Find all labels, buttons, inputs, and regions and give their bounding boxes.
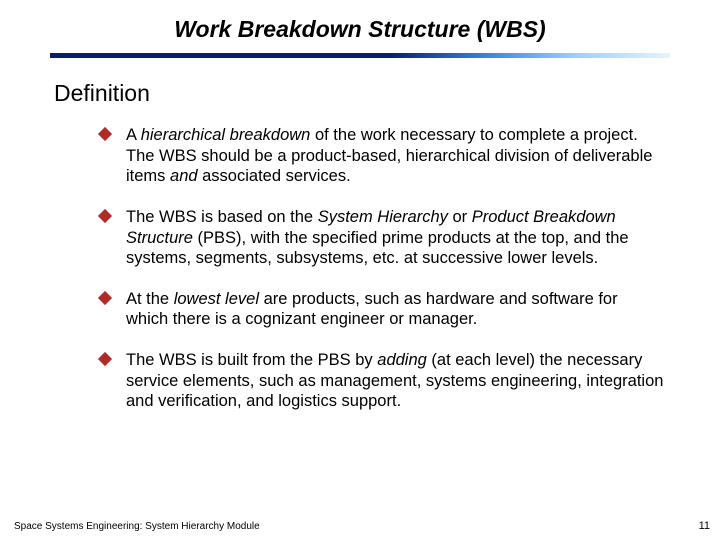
text-em: System Hierarchy (318, 208, 448, 226)
page-number: 11 (699, 520, 710, 532)
diamond-icon (98, 209, 112, 223)
text-em: lowest level (174, 290, 259, 308)
diamond-icon (98, 352, 112, 366)
text-run: associated services. (198, 167, 351, 185)
bullet-text: A hierarchical breakdown of the work nec… (126, 126, 652, 185)
footer-left: Space Systems Engineering: System Hierar… (14, 521, 260, 532)
slide: Work Breakdown Structure (WBS) Definitio… (0, 0, 720, 540)
text-run: The WBS is built from the PBS by (126, 351, 377, 369)
text-run: The WBS is based on the (126, 208, 318, 226)
text-run: A (126, 126, 141, 144)
bullet-item: The WBS is built from the PBS by adding … (100, 350, 664, 412)
title-area: Work Breakdown Structure (WBS) (0, 0, 720, 43)
diamond-icon (98, 127, 112, 141)
text-em: and (170, 167, 198, 185)
text-run: (PBS), with the specified prime products… (126, 229, 629, 268)
bullet-list: A hierarchical breakdown of the work nec… (100, 125, 664, 412)
bullet-item: A hierarchical breakdown of the work nec… (100, 125, 664, 187)
section-heading: Definition (54, 80, 720, 107)
bullet-item: The WBS is based on the System Hierarchy… (100, 207, 664, 269)
diamond-icon (98, 291, 112, 305)
title-rule (50, 53, 670, 58)
bullet-text: At the lowest level are products, such a… (126, 290, 618, 329)
text-run: or (448, 208, 472, 226)
slide-title: Work Breakdown Structure (WBS) (0, 16, 720, 43)
text-em: adding (377, 351, 427, 369)
text-em: hierarchical breakdown (141, 126, 311, 144)
bullet-text: The WBS is built from the PBS by adding … (126, 351, 663, 410)
bullet-text: The WBS is based on the System Hierarchy… (126, 208, 629, 267)
text-run: At the (126, 290, 174, 308)
bullet-item: At the lowest level are products, such a… (100, 289, 664, 330)
